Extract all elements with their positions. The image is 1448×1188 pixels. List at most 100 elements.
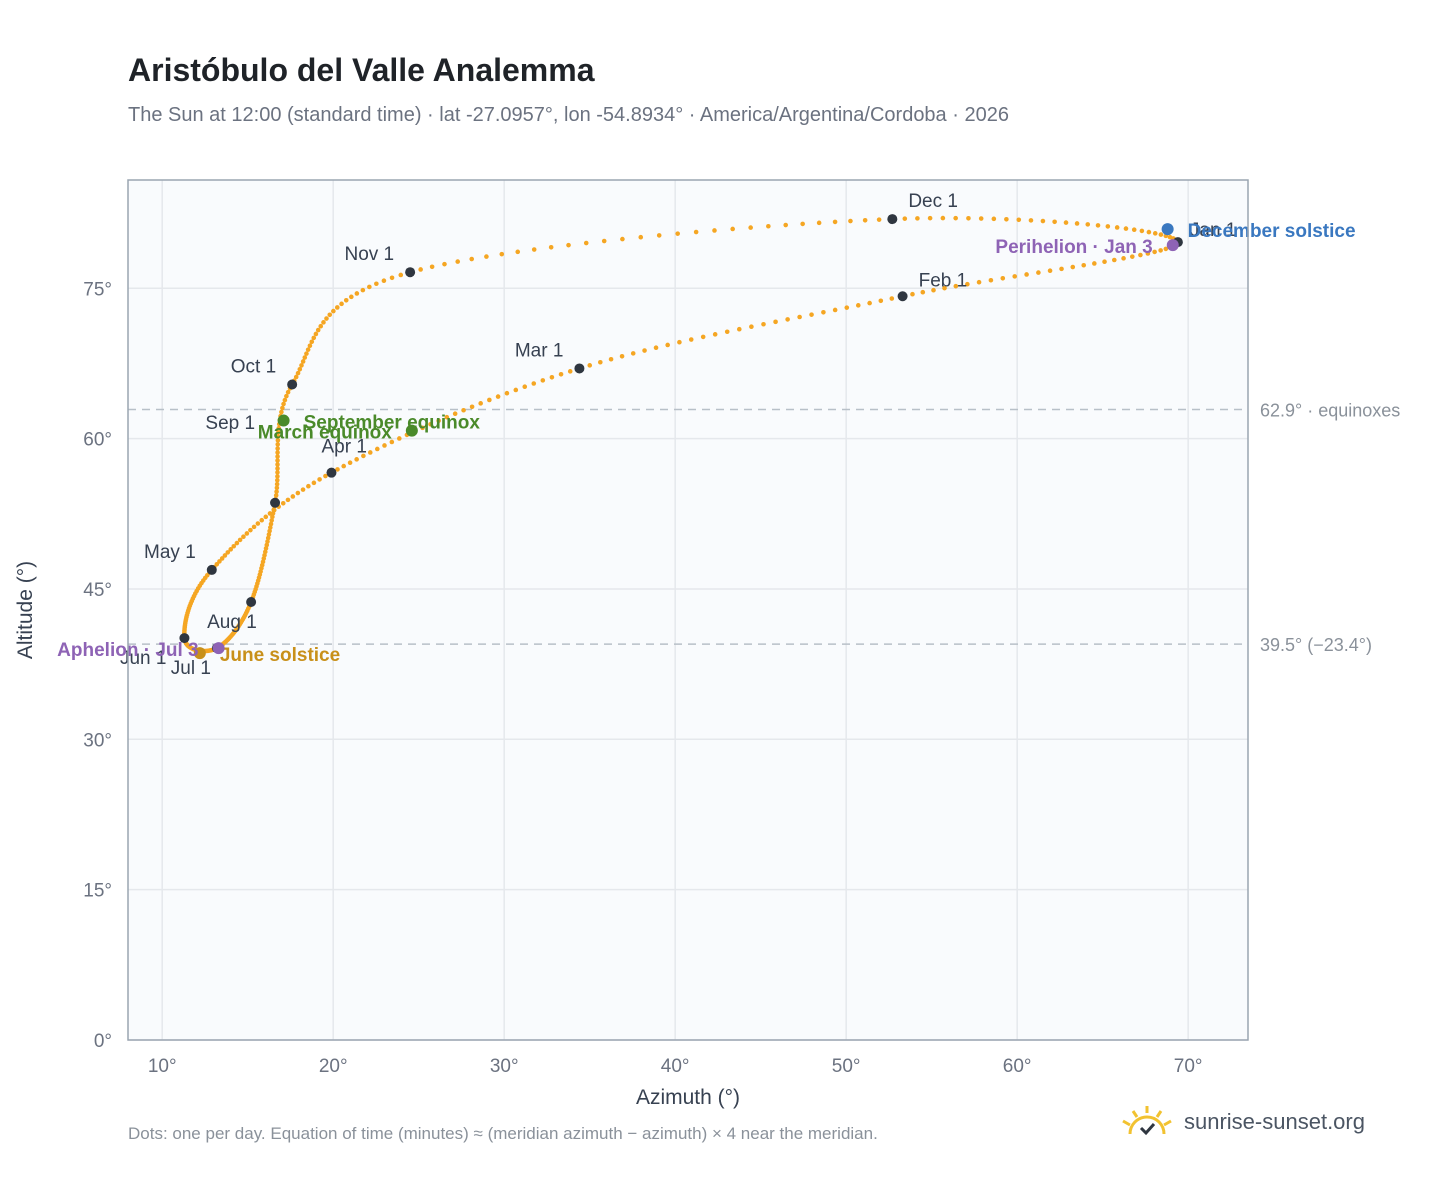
daily-point <box>653 345 659 351</box>
daily-point <box>244 531 250 536</box>
daily-point <box>816 220 822 226</box>
daily-point <box>420 425 425 431</box>
daily-point <box>302 355 308 360</box>
daily-point <box>531 247 537 252</box>
daily-point <box>630 351 636 356</box>
x-tick-label: 70° <box>1174 1056 1203 1077</box>
daily-point <box>1152 231 1158 236</box>
daily-point <box>1114 225 1120 230</box>
daily-point <box>275 442 281 447</box>
daily-point <box>942 285 947 291</box>
month-marker <box>246 596 257 607</box>
daily-point <box>331 308 336 314</box>
daily-point <box>620 236 625 242</box>
daily-point <box>327 312 333 318</box>
daily-point <box>309 339 315 345</box>
daily-point <box>367 284 372 290</box>
daily-point <box>279 409 284 415</box>
month-label: Nov 1 <box>344 244 394 265</box>
daily-point <box>688 337 694 342</box>
daily-point <box>927 215 933 221</box>
daily-point <box>1112 257 1117 263</box>
daily-point <box>548 245 554 250</box>
event-marker <box>405 424 418 437</box>
y-tick-label: 0° <box>94 1031 112 1052</box>
daily-point <box>991 216 997 222</box>
daily-point <box>773 319 778 325</box>
daily-point <box>280 405 285 411</box>
daily-point <box>265 535 271 541</box>
daily-point <box>398 272 404 278</box>
daily-point <box>311 335 317 341</box>
month-label: Jul 1 <box>171 658 211 679</box>
daily-point <box>1052 219 1057 225</box>
daily-point <box>222 553 228 558</box>
daily-point <box>276 425 282 431</box>
month-marker <box>326 467 337 478</box>
daily-point <box>832 219 838 225</box>
daily-point <box>889 296 895 301</box>
daily-point <box>285 389 291 395</box>
daily-point <box>334 305 340 310</box>
daily-point <box>270 511 276 516</box>
daily-point <box>598 359 603 365</box>
daily-point <box>323 473 328 479</box>
daily-point <box>270 514 275 520</box>
daily-point <box>920 289 926 295</box>
daily-point <box>275 466 280 471</box>
month-marker <box>270 497 281 508</box>
month-label: Mar 1 <box>515 340 564 361</box>
daily-point <box>306 483 311 489</box>
daily-point <box>274 489 279 494</box>
daily-point <box>343 298 349 303</box>
daily-point <box>953 283 959 289</box>
daily-point <box>275 446 280 451</box>
daily-point <box>487 397 492 403</box>
month-label: Dec 1 <box>908 191 958 212</box>
daily-point <box>566 242 571 248</box>
daily-point <box>730 226 735 232</box>
event-marker <box>277 414 290 427</box>
plot-frame <box>127 179 1249 1041</box>
daily-point <box>290 494 296 499</box>
chart-title: Aristóbulo del Valle Analemma <box>128 52 595 88</box>
y-tick-label: 75° <box>83 279 112 300</box>
event-label: Perihelion · Jan 3 <box>995 237 1152 258</box>
daily-point <box>360 287 366 293</box>
daily-point <box>231 543 237 549</box>
daily-point <box>1102 259 1107 265</box>
daily-point <box>275 434 281 439</box>
daily-point <box>219 556 225 561</box>
daily-point <box>953 215 958 221</box>
daily-point <box>844 305 850 310</box>
daily-point <box>855 303 861 308</box>
daily-point <box>1129 254 1135 259</box>
daily-point <box>251 524 257 530</box>
daily-point <box>1028 218 1034 223</box>
daily-point <box>656 233 662 238</box>
month-label: Feb 1 <box>919 270 968 291</box>
daily-point <box>307 343 313 349</box>
daily-point <box>515 249 521 255</box>
daily-point <box>273 493 279 498</box>
daily-point <box>324 316 329 321</box>
daily-point <box>567 369 573 374</box>
x-tick-label: 40° <box>661 1056 690 1077</box>
y-tick-label: 45° <box>83 580 112 601</box>
daily-point <box>619 353 625 359</box>
brand[interactable]: sunrise-sunset.org <box>1120 1102 1365 1142</box>
event-label: September equinox <box>304 413 481 434</box>
y-tick-label: 60° <box>83 430 112 451</box>
daily-point <box>305 347 311 352</box>
daily-point <box>531 381 537 386</box>
month-label: Jan 1 <box>1190 220 1236 241</box>
daily-point <box>821 309 826 315</box>
footer-note: Dots: one per day. Equation of time (min… <box>128 1124 878 1143</box>
daily-point <box>265 539 270 544</box>
daily-point <box>797 314 802 320</box>
daily-point <box>848 218 853 224</box>
daily-point <box>1012 274 1018 279</box>
daily-point <box>1004 216 1009 222</box>
axis-ticks: 10° 20° 30° 40° 50° 60° 70° 0° 15° 30° 45° 60° 75° <box>83 279 1202 1077</box>
daily-point <box>263 546 269 551</box>
